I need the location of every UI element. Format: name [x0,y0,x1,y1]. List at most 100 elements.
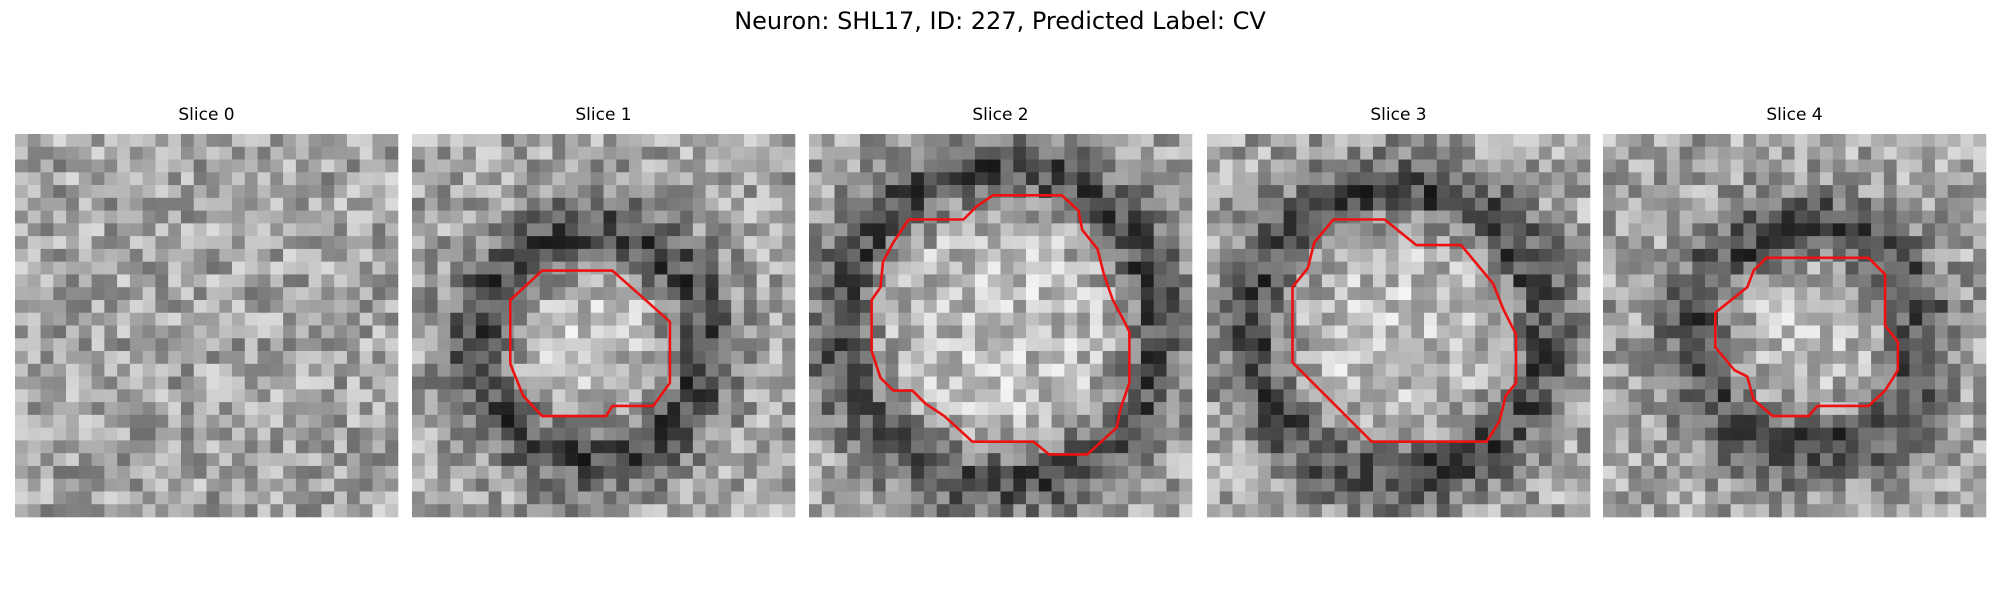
pixel [1807,261,1821,275]
pixel [1232,210,1246,224]
pixel [180,363,195,377]
pixel [437,453,451,467]
pixel [1207,491,1221,505]
pixel [334,338,348,352]
pixel [705,491,719,505]
pixel [142,453,156,467]
pixel [219,261,233,275]
pixel [475,223,489,237]
pixel [15,312,29,326]
pixel [1462,172,1476,186]
pixel [1705,223,1719,237]
pixel [1296,465,1310,479]
pixel [1309,172,1323,186]
pixel [1102,236,1116,250]
figure-title: Neuron: SHL17, ID: 227, Predicted Label:… [734,7,1266,35]
pixel [372,351,386,365]
pixel [539,376,553,390]
pixel [603,478,617,492]
pixel [834,491,848,505]
pixel [129,261,143,275]
pixel [1013,236,1027,250]
pixel [66,261,80,275]
pixel [1424,134,1438,148]
pixel [257,261,271,275]
pixel [270,389,284,403]
pixel [1960,351,1974,365]
pixel [1871,376,1885,390]
pixel [155,351,169,365]
pixel [295,274,309,288]
pixel [1077,491,1091,505]
pixel [1794,261,1808,275]
pixel [1768,287,1783,301]
pixel [1179,491,1193,505]
pixel [1026,478,1040,492]
pixel [1781,325,1795,339]
pixel [412,491,426,505]
pixel [1845,363,1859,377]
pixel [705,287,719,301]
pixel [1424,491,1438,505]
pixel [372,210,386,224]
pixel [15,504,29,518]
pixel [488,363,502,377]
pixel [1077,312,1091,326]
pixel [1820,185,1834,199]
pixel [53,453,67,467]
pixel [1577,491,1591,505]
pixel [692,312,706,326]
pixel [1385,363,1399,377]
pixel [1654,402,1668,416]
pixel [385,351,399,365]
pixel [1166,248,1180,262]
pixel [1064,453,1078,467]
pixel [590,261,604,275]
pixel [1140,274,1154,288]
pixel [872,299,886,314]
pixel [1717,440,1731,454]
pixel [1411,504,1425,518]
pixel [450,274,464,288]
pixel [437,248,451,262]
pixel [743,363,757,377]
pixel [308,465,322,479]
pixel [142,223,156,237]
pixel [1038,414,1052,428]
pixel [705,197,719,211]
pixel [1166,491,1180,505]
pixel [860,261,874,275]
pixel [847,427,861,441]
pixel [1128,491,1142,505]
pixel [1245,453,1259,467]
pixel [463,465,477,479]
pixel [1934,440,1948,454]
pixel [1564,453,1578,467]
pixel [219,223,233,237]
pixel [1743,197,1757,211]
pixel [1296,287,1310,301]
pixel [104,465,118,479]
pixel [1321,185,1335,199]
pixel [321,197,335,211]
pixel [1717,402,1731,416]
pixel [565,312,579,326]
pixel [1513,223,1527,237]
pixel [1153,223,1167,237]
pixel [15,287,29,301]
pixel [692,363,706,377]
pixel [1717,210,1731,224]
pixel [782,223,796,237]
pixel [1013,402,1027,416]
pixel [603,210,617,224]
pixel [412,465,426,479]
pixel [295,248,309,262]
pixel [616,453,630,467]
roi-outline [1714,256,1900,418]
pixel [1666,185,1680,199]
pixel [1654,414,1668,428]
pixel [1526,338,1540,352]
pixel [1245,338,1259,352]
pixel [1153,134,1167,148]
pixel [142,376,156,390]
